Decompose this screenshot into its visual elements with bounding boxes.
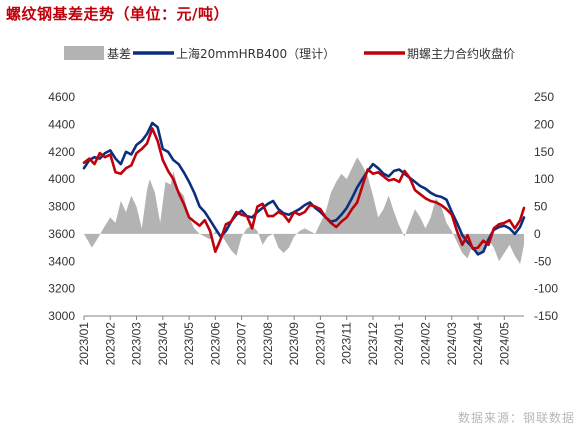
left-axis-tick-label: 3400 — [48, 254, 75, 268]
legend-label-spot: 上海20mmHRB400（理计） — [176, 46, 335, 61]
right-axis-tick-label: 0 — [534, 227, 541, 241]
legend-swatch-basis — [64, 46, 104, 60]
futures-price-line — [82, 127, 526, 253]
x-axis-tick-label: 2024/03 — [445, 322, 459, 366]
left-axis-tick-label: 4600 — [48, 90, 75, 104]
x-axis-tick-label: 2023/09 — [287, 322, 301, 366]
left-axis-tick-label: 3600 — [48, 227, 75, 241]
left-axis-tick-label: 3200 — [48, 282, 75, 296]
x-axis-tick-label: 2023/04 — [156, 322, 170, 366]
x-axis-tick-label: 2024/01 — [392, 322, 406, 366]
x-axis-tick-label: 2023/05 — [182, 322, 196, 366]
price-lines — [82, 121, 526, 256]
right-axis-tick-label: 250 — [534, 90, 554, 104]
axes — [83, 315, 524, 320]
right-axis-tick-label: 150 — [534, 145, 554, 159]
x-axis-tick-label: 2024/05 — [497, 322, 511, 366]
x-axis-tick-label: 2023/06 — [208, 322, 222, 366]
x-axis-tick-label: 2023/10 — [313, 322, 327, 366]
x-axis-tick-label: 2023/11 — [340, 322, 354, 365]
right-axis-tick-label: -100 — [534, 282, 558, 296]
x-axis-tick-label: 2023/07 — [235, 322, 249, 366]
spot-price-line — [82, 121, 526, 256]
left-axis-tick-label: 4200 — [48, 145, 75, 159]
x-axis-tick-label: 2023/12 — [366, 322, 380, 366]
tick-labels: 3000 3200 3400 3600 3800 4000 4200 4400 4600 -150… — [48, 90, 558, 365]
basis-area-layer — [84, 157, 524, 264]
right-axis-tick-label: 50 — [534, 200, 548, 214]
right-axis-tick-label: -50 — [534, 254, 552, 268]
x-axis-tick-label: 2023/03 — [130, 322, 144, 366]
right-axis-tick-label: -150 — [534, 309, 558, 323]
chart-title: 螺纹钢基差走势（单位：元/吨） — [6, 5, 229, 23]
left-axis-tick-label: 4000 — [48, 172, 75, 186]
left-axis-tick-label: 3800 — [48, 200, 75, 214]
x-axis-tick-label: 2023/08 — [261, 322, 275, 366]
right-axis-tick-label: 200 — [534, 117, 554, 131]
basis-area — [84, 157, 524, 264]
legend: 基差 上海20mmHRB400（理计） 期螺主力合约收盘价 — [64, 46, 515, 61]
x-axis-tick-label: 2023/01 — [77, 322, 91, 366]
right-axis-tick-label: 100 — [534, 172, 554, 186]
x-axis-tick-label: 2024/04 — [471, 322, 485, 366]
left-axis-tick-label: 3000 — [48, 309, 75, 323]
x-axis-tick-label: 2023/02 — [103, 322, 117, 366]
legend-label-futures: 期螺主力合约收盘价 — [407, 46, 515, 61]
legend-label-basis: 基差 — [107, 47, 131, 61]
x-axis-tick-label: 2024/02 — [418, 322, 432, 366]
left-axis-tick-label: 4400 — [48, 117, 75, 131]
data-source-note: 数据来源：钢联数据 — [457, 411, 575, 425]
